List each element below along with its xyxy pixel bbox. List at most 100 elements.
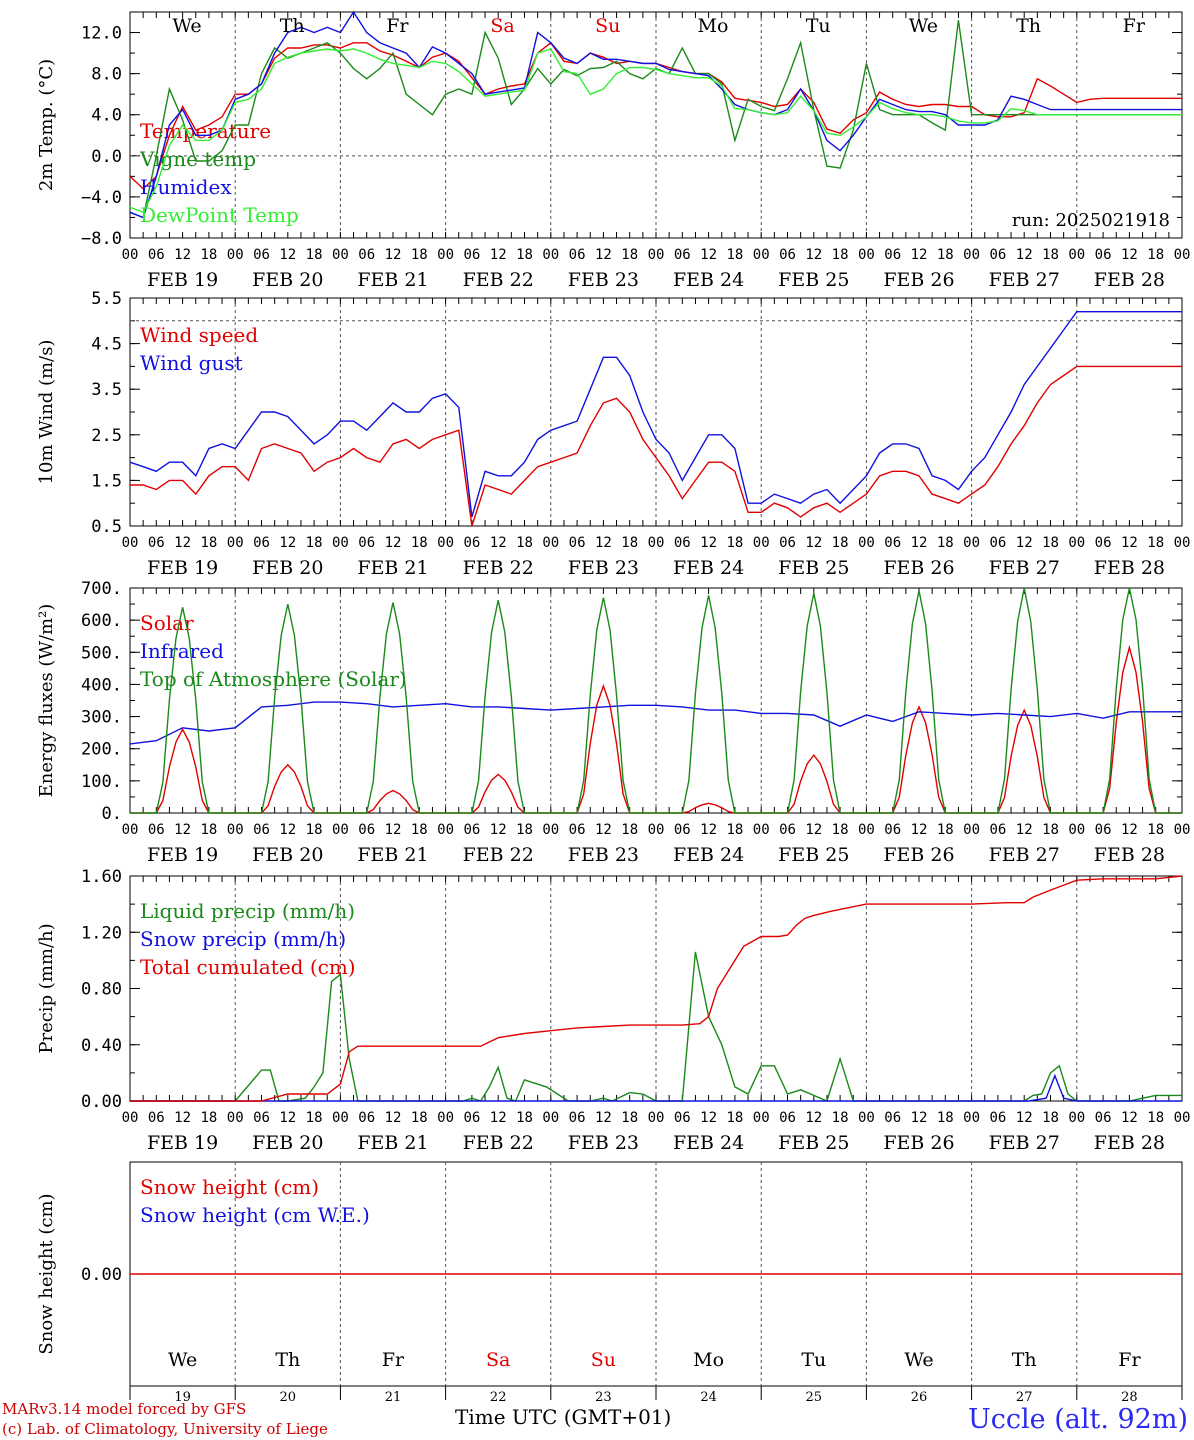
hour-tick-label: 00 — [542, 247, 559, 263]
y-tick-label: 0.80 — [81, 980, 122, 1000]
y-tick-label: 200. — [81, 740, 122, 760]
hour-tick-label: 18 — [832, 247, 849, 263]
hour-tick-label: 06 — [884, 247, 901, 263]
legend-entry: Humidex — [140, 175, 232, 199]
hour-tick-label: 18 — [937, 535, 954, 551]
hour-tick-label: 00 — [753, 247, 770, 263]
hour-tick-label: 12 — [911, 1110, 928, 1126]
hour-tick-label: 06 — [569, 247, 586, 263]
day-number: 19 — [174, 1390, 191, 1405]
hour-tick-label: 18 — [1042, 822, 1059, 838]
legend-entry: Top of Atmosphere (Solar) — [140, 667, 407, 691]
date-label: FEB 27 — [989, 844, 1060, 866]
date-label: FEB 22 — [463, 557, 534, 579]
hour-tick-label: 06 — [148, 822, 165, 838]
hour-tick-label: 00 — [542, 822, 559, 838]
y-tick-label: 0.0 — [91, 147, 122, 167]
hour-tick-label: 12 — [174, 1110, 191, 1126]
hour-tick-label: 00 — [437, 247, 454, 263]
day-number: 21 — [385, 1390, 402, 1405]
day-name: We — [172, 15, 201, 37]
hour-tick-label: 00 — [858, 1110, 875, 1126]
hour-tick-label: 18 — [306, 822, 323, 838]
day-number: 22 — [490, 1390, 507, 1405]
hour-tick-label: 00 — [1174, 535, 1191, 551]
day-name: Su — [595, 15, 620, 37]
hour-tick-label: 18 — [726, 535, 743, 551]
hour-tick-label: 06 — [253, 822, 270, 838]
hour-tick-label: 12 — [385, 247, 402, 263]
date-label: FEB 24 — [673, 269, 744, 291]
station-name: Uccle (alt. 92m) — [968, 1404, 1188, 1435]
hour-tick-label: 00 — [227, 822, 244, 838]
hour-tick-label: 18 — [516, 822, 533, 838]
day-number: 27 — [1016, 1390, 1033, 1405]
hour-tick-label: 00 — [753, 535, 770, 551]
hour-tick-label: 12 — [1121, 535, 1138, 551]
hour-tick-label: 18 — [621, 247, 638, 263]
y-tick-label: 4.5 — [91, 335, 122, 355]
y-tick-label: 4.0 — [91, 106, 122, 126]
hour-tick-label: 06 — [148, 535, 165, 551]
time-axis-label: Time UTC (GMT+01) — [455, 1405, 671, 1429]
hour-tick-label: 18 — [306, 247, 323, 263]
y-tick-label: −8.0 — [81, 229, 122, 249]
series-line-total-cumulated-cm- — [130, 875, 1183, 1102]
date-label: FEB 21 — [357, 557, 428, 579]
hour-tick-label: 12 — [595, 1110, 612, 1126]
hour-tick-label: 06 — [884, 822, 901, 838]
hour-tick-label: 12 — [1016, 1110, 1033, 1126]
hour-tick-label: 12 — [1121, 1110, 1138, 1126]
hour-tick-label: 00 — [122, 1110, 139, 1126]
y-axis-title: Energy fluxes (W/m²) — [36, 604, 57, 798]
hour-tick-label: 06 — [253, 247, 270, 263]
series-line-top-of-atmosphere-solar- — [130, 587, 1182, 814]
day-number: 20 — [280, 1390, 297, 1405]
day-number: 24 — [700, 1390, 717, 1405]
hour-tick-label: 06 — [253, 535, 270, 551]
date-label: FEB 19 — [147, 269, 218, 291]
hour-tick-label: 18 — [411, 1110, 428, 1126]
date-label: FEB 25 — [778, 269, 849, 291]
hour-tick-label: 00 — [648, 535, 665, 551]
legend-entry: Snow height (cm) — [140, 1175, 319, 1199]
day-name: Sa — [490, 15, 514, 37]
hour-tick-label: 06 — [148, 1110, 165, 1126]
date-label: FEB 23 — [568, 844, 639, 866]
hour-tick-label: 12 — [385, 822, 402, 838]
hour-tick-label: 18 — [411, 535, 428, 551]
legend-entry: Vigne temp — [139, 147, 256, 171]
hour-tick-label: 00 — [122, 822, 139, 838]
hour-tick-label: 12 — [911, 822, 928, 838]
hour-tick-label: 06 — [253, 1110, 270, 1126]
day-name: Sa — [486, 1349, 510, 1371]
date-label: FEB 26 — [883, 557, 954, 579]
hour-tick-label: 06 — [569, 1110, 586, 1126]
date-label: FEB 23 — [568, 269, 639, 291]
hour-tick-label: 06 — [1095, 247, 1112, 263]
y-tick-label: 1.5 — [91, 471, 122, 491]
hour-tick-label: 18 — [832, 822, 849, 838]
hour-tick-label: 12 — [1121, 247, 1138, 263]
day-number: 25 — [806, 1390, 823, 1405]
series-line-vigne-temp — [129, 20, 1182, 219]
hour-tick-label: 12 — [911, 247, 928, 263]
hour-tick-label: 18 — [1042, 247, 1059, 263]
date-label: FEB 19 — [147, 844, 218, 866]
hour-tick-label: 00 — [437, 535, 454, 551]
hour-tick-label: 06 — [148, 247, 165, 263]
date-label: FEB 20 — [252, 844, 323, 866]
hour-tick-label: 00 — [753, 1110, 770, 1126]
y-tick-label: 700. — [81, 579, 122, 599]
hour-tick-label: 06 — [358, 1110, 375, 1126]
y-tick-label: 1.20 — [81, 923, 122, 943]
date-label: FEB 23 — [568, 1132, 639, 1154]
legend-entry: Snow height (cm W.E.) — [140, 1203, 370, 1227]
date-label: FEB 20 — [252, 269, 323, 291]
hour-tick-label: 00 — [1174, 247, 1191, 263]
hour-tick-label: 12 — [911, 535, 928, 551]
y-tick-label: 300. — [81, 708, 122, 728]
hour-tick-label: 06 — [463, 1110, 480, 1126]
hour-tick-label: 12 — [279, 1110, 296, 1126]
